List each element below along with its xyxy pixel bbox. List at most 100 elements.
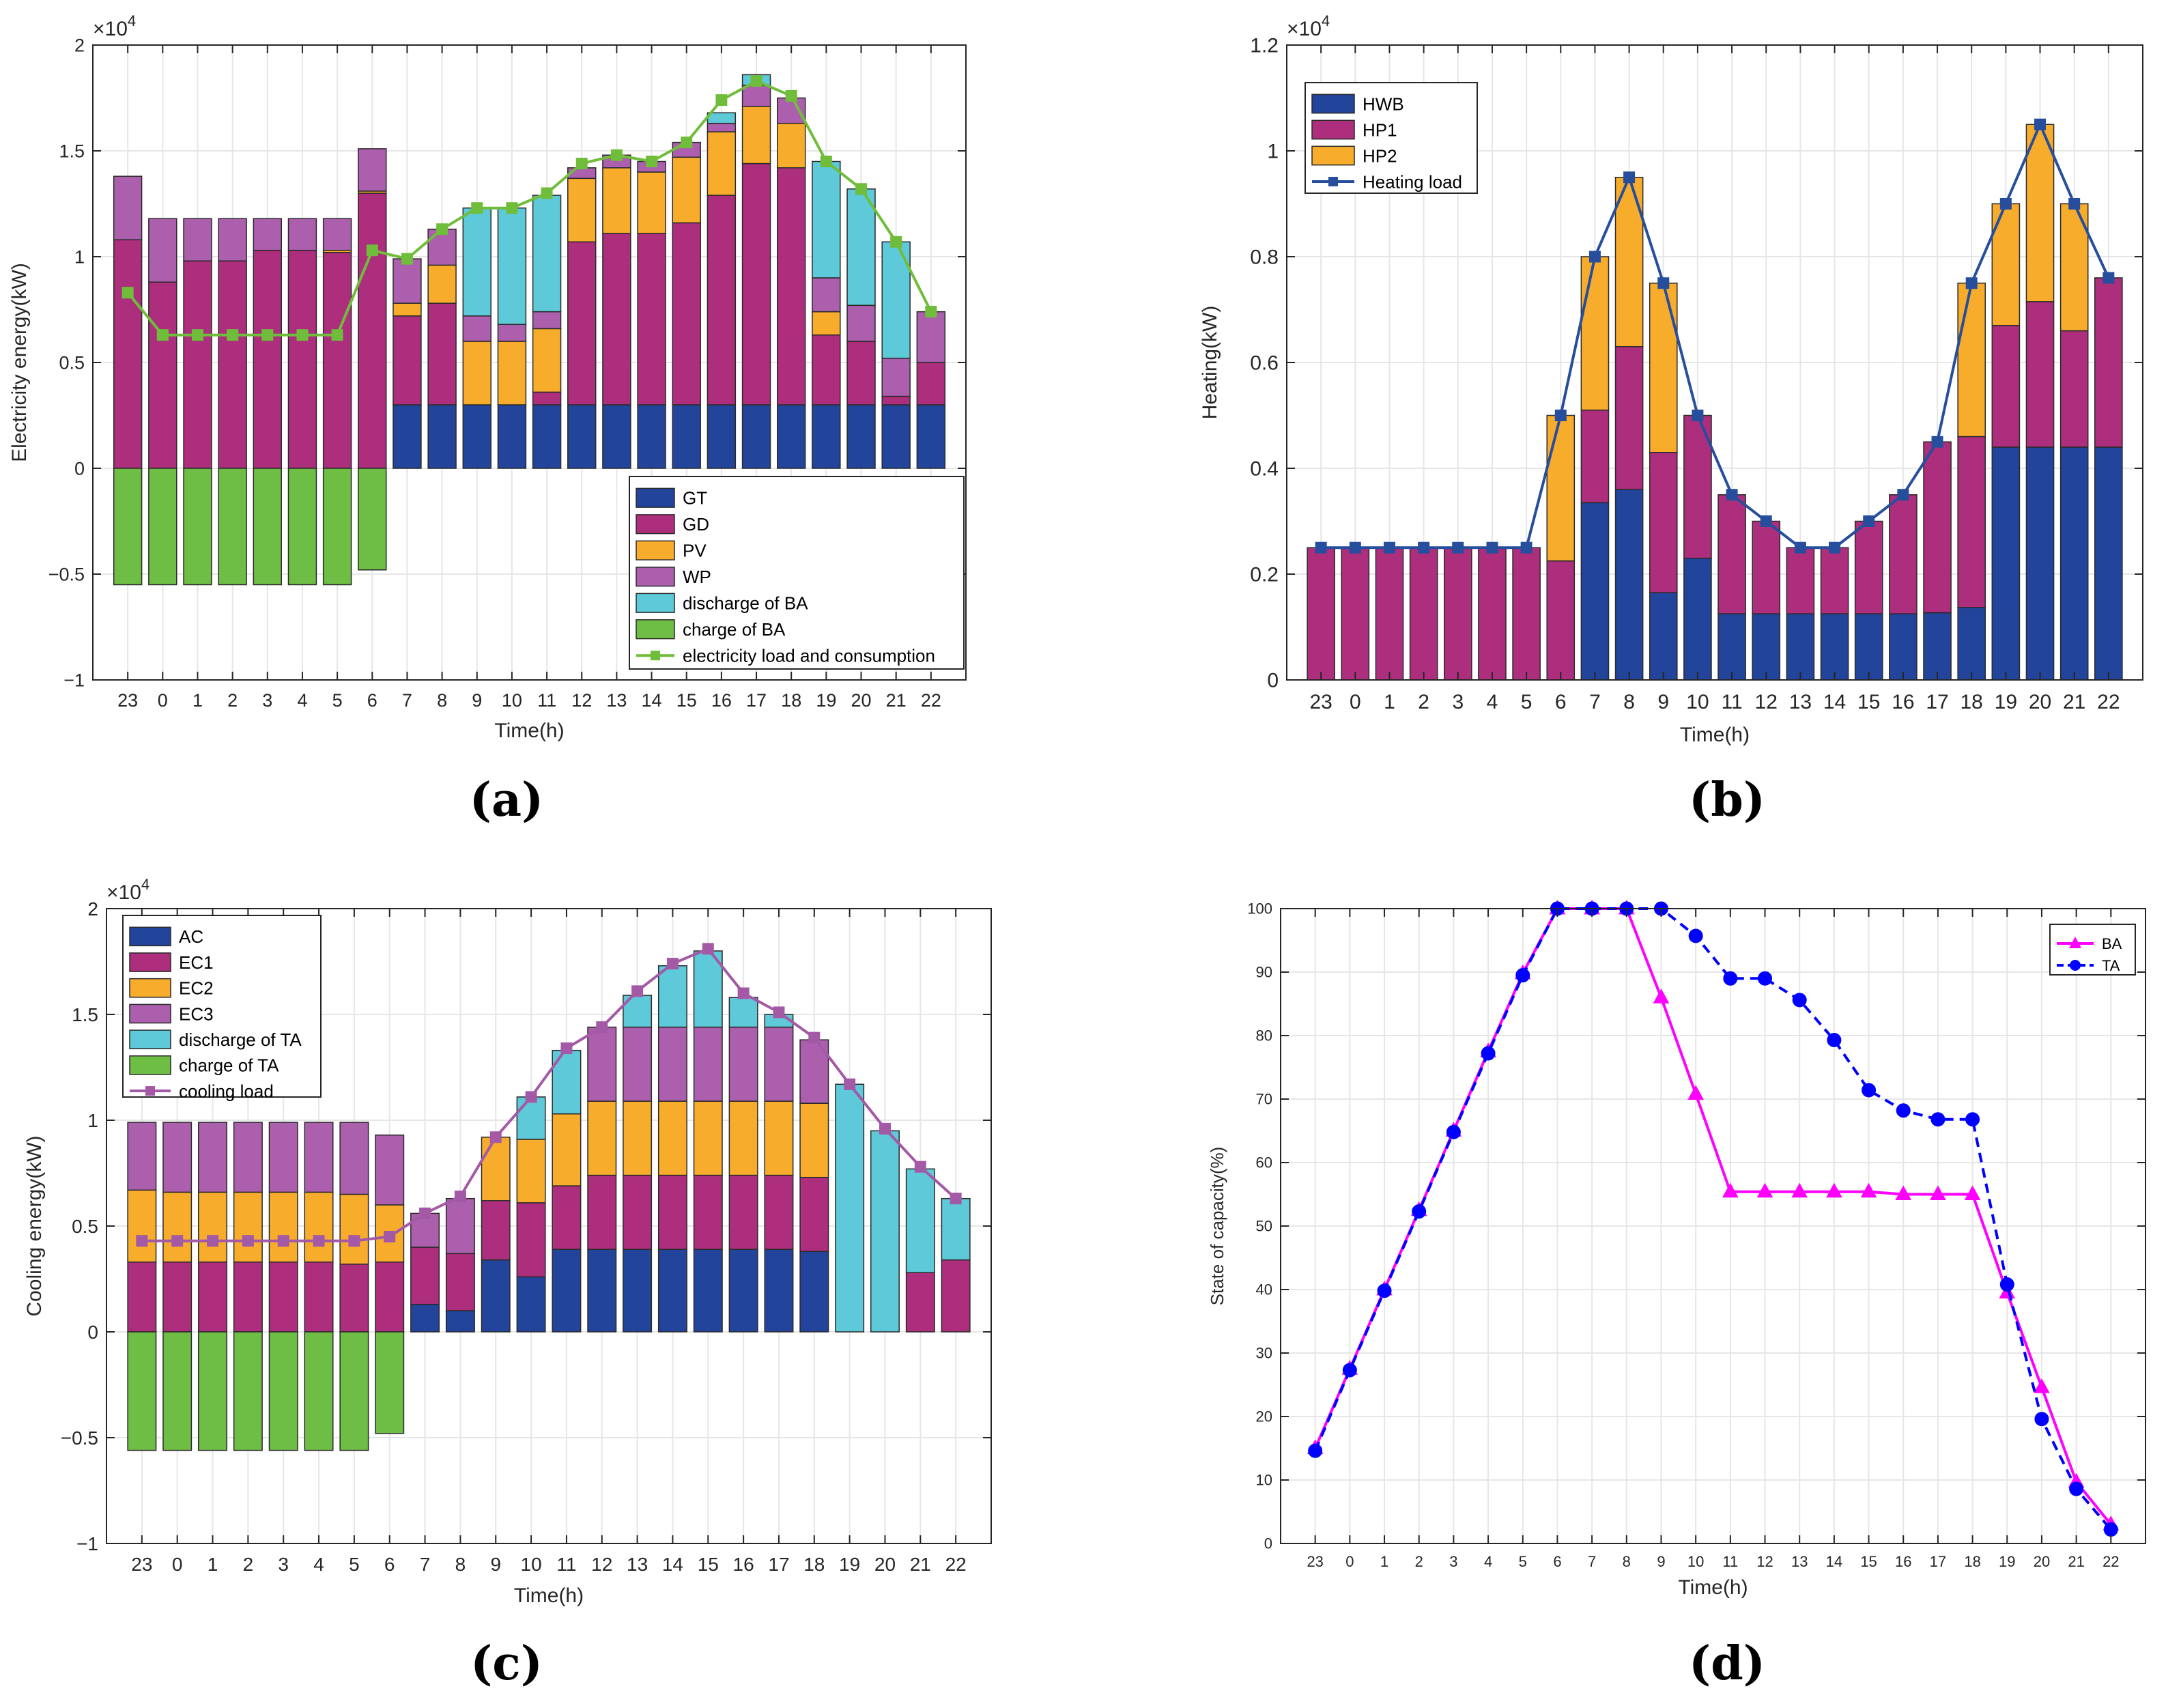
- panel-b-xtick-label: 18: [1961, 691, 1983, 713]
- panel-c-load-marker: [844, 1078, 856, 1090]
- panel-c-bar-EC1-11: [552, 1185, 582, 1250]
- panel-c-xtick-label: 7: [420, 1554, 431, 1575]
- panel-d-series-TA-marker: [1827, 1033, 1842, 1048]
- panel-b-xtick-label: 23: [1309, 691, 1332, 713]
- panel-c-bar-EC1-9: [481, 1200, 511, 1261]
- panel-a-bar-GD-7: [393, 315, 422, 405]
- panel-b-load-marker: [1418, 541, 1430, 554]
- panel-c-exponent-base: ×10: [106, 881, 141, 904]
- panel-b-bar-HWB-10: [1683, 558, 1712, 681]
- panel-a-load-marker: [785, 89, 797, 102]
- panel-c-legend-swatch: [129, 1055, 171, 1075]
- panel-a-load-marker: [890, 236, 902, 248]
- panel-b-bar-HP1-16: [1889, 494, 1918, 614]
- panel-c-bar-dischargeTA-19: [835, 1083, 865, 1333]
- panel-c-bar-AC-16: [728, 1249, 758, 1333]
- panel-b-legend-label: HP2: [1363, 145, 1397, 166]
- panel-c-bar-EC3-16: [728, 1026, 758, 1102]
- panel-c-bar-chargeTA-4: [304, 1331, 334, 1451]
- panel-a-legend-swatch: [636, 514, 675, 535]
- panel-b-bar-HWB-11: [1717, 613, 1746, 681]
- panel-c-bar-dischargeTA-20: [870, 1130, 900, 1333]
- panel-c-bar-EC2-0: [162, 1191, 193, 1263]
- panel-d-xtick-label: 11: [1722, 1553, 1738, 1570]
- panel-d-xtick-label: 22: [2102, 1553, 2119, 1570]
- panel-c-bar-EC1-4: [304, 1261, 334, 1333]
- panel-c-bar-EC1-14: [657, 1174, 687, 1250]
- panel-b-legend-label: Heating load: [1363, 171, 1462, 192]
- panel-b-bar-HP2-19: [1991, 203, 2021, 326]
- panel-d-ytick-label: 50: [1256, 1218, 1272, 1235]
- panel-c-bar-EC1-5: [339, 1264, 369, 1333]
- panel-c-exponent-label: ×104: [106, 876, 149, 904]
- panel-b-xtick-label: 20: [2029, 691, 2051, 713]
- panel-d-xtick-label: 16: [1895, 1553, 1911, 1570]
- panel-a-legend-swatch: [636, 540, 675, 560]
- panel-d-series-TA-marker: [1412, 1204, 1427, 1219]
- panel-d-series-TA-line: [1313, 907, 2112, 1531]
- panel-b-xtick-label: 12: [1755, 691, 1778, 713]
- panel-c-bar-EC2-15: [693, 1100, 723, 1176]
- panel-c-load-marker: [242, 1235, 254, 1247]
- panel-c-legend-label: cooling load: [179, 1081, 274, 1101]
- panel-c-xtick-label: 12: [591, 1554, 612, 1575]
- panel-a-load-marker: [261, 329, 274, 341]
- panel-c-xtick-label: 2: [243, 1554, 254, 1575]
- panel-b-load-marker: [1760, 515, 1772, 527]
- panel-a-bar-WP-1: [183, 218, 212, 261]
- panel-c-load-marker: [596, 1021, 608, 1034]
- panel-d-ytick-label: 0: [1264, 1535, 1272, 1552]
- panel-d-series-TA-marker: [1965, 1112, 1980, 1127]
- panel-c-xtick-label: 15: [698, 1554, 719, 1575]
- panel-a-load-marker: [855, 183, 868, 195]
- panel-d-legend: BA TA: [2049, 924, 2136, 976]
- panel-a-bar-GD-11: [532, 391, 562, 405]
- panel-c-ytick-label: −1: [76, 1533, 98, 1554]
- panel-a-bar-chargeBA-0: [148, 468, 177, 586]
- panel-b-xtick-label: 13: [1789, 691, 1812, 713]
- panel-a-xtick-label: 23: [117, 690, 138, 711]
- panel-a-exponent-base: ×10: [93, 18, 128, 40]
- panel-c-bar-EC1-8: [445, 1253, 475, 1311]
- panel-c-bar-dischargeTA-21: [905, 1168, 935, 1273]
- panel-a-exponent-power: 4: [128, 12, 136, 29]
- panel-a-bar-GT-22: [916, 404, 946, 469]
- panel-d-xtick-label: 2: [1415, 1553, 1423, 1570]
- panel-b-load-marker: [1794, 541, 1806, 554]
- panel-a-bar-WP-3: [253, 218, 283, 251]
- panel-a-xtick-label: 10: [502, 690, 522, 711]
- panel-b-legend-swatch: [1311, 145, 1355, 166]
- panel-b-bar-HWB-8: [1614, 489, 1644, 681]
- panel-d-series-TA-marker: [1446, 1124, 1461, 1139]
- panel-c-bar-dischargeTA-10: [516, 1096, 546, 1140]
- panel-b-load-marker: [2068, 198, 2081, 210]
- panel-b-bar-HWB-18: [1957, 607, 1986, 681]
- panel-d-xtick-label: 4: [1484, 1553, 1492, 1570]
- panel-c-xtick-label: 16: [733, 1554, 754, 1575]
- panel-a-bar-WP-10: [497, 324, 527, 342]
- panel-d-xtick-label: 5: [1519, 1553, 1527, 1570]
- panel-d-series-BA-marker: [2034, 1378, 2050, 1393]
- panel-b-load-marker: [1897, 489, 1909, 501]
- panel-c-bar-EC3-3: [268, 1122, 298, 1193]
- panel-d-series-BA-marker: [1687, 1085, 1705, 1100]
- panel-a-xtick-label: 3: [262, 690, 272, 711]
- panel-a-bar-WP-9: [462, 315, 491, 342]
- panel-b-bar-HP1-19: [1991, 325, 2021, 448]
- panel-c-bar-EC3-2: [233, 1122, 263, 1193]
- panel-c-bar-chargeTA-2: [233, 1331, 263, 1451]
- panel-c-bar-EC1-16: [728, 1174, 758, 1250]
- panel-c-bar-EC1-23: [127, 1261, 157, 1333]
- panel-d-xtick-label: 17: [1930, 1553, 1946, 1570]
- panel-d-x-axis-label: Time(h): [1678, 1576, 1748, 1599]
- panel-b-legend-marker: [1328, 177, 1338, 186]
- panel-d-series-TA-marker: [1930, 1112, 1945, 1127]
- panel-c-bar-EC2-13: [623, 1100, 653, 1176]
- panel-c-bar-AC-9: [481, 1259, 511, 1333]
- panel-c-xtick-label: 8: [455, 1554, 466, 1575]
- panel-a-bar-WP-21: [881, 358, 911, 397]
- panel-a-legend-label: GD: [683, 514, 709, 535]
- panel-a-bar-WP-4: [287, 218, 317, 251]
- panel-b-load-marker: [1554, 410, 1567, 421]
